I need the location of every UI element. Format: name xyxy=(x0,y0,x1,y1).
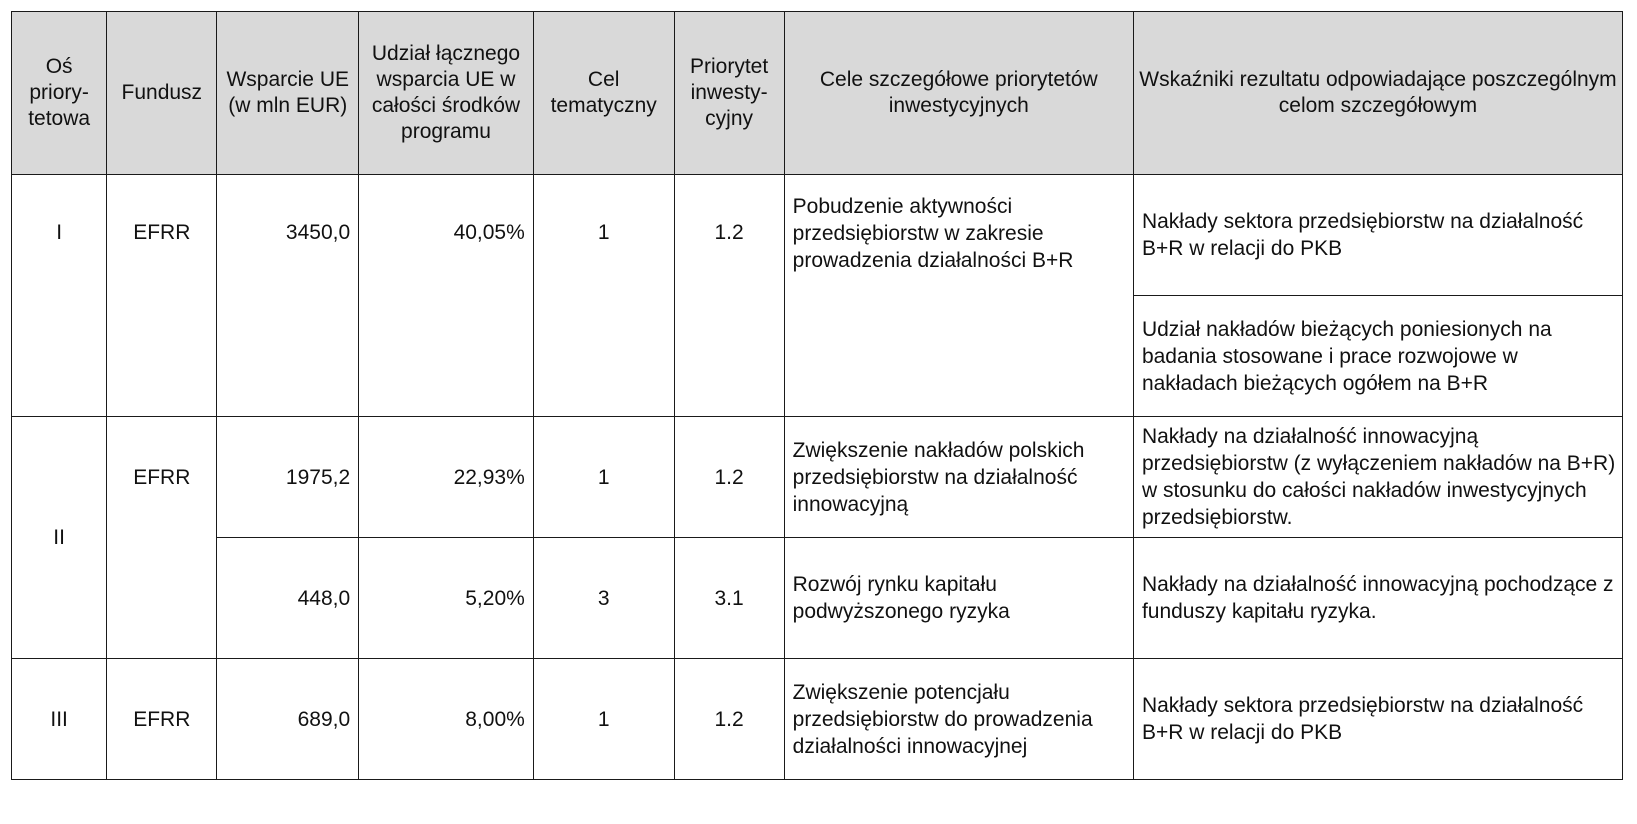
share-cell: 5,20% xyxy=(358,537,534,659)
header-axis: Oś priory-tetowa xyxy=(10,11,108,175)
table-row: II EFRR 1975,2 22,93% 1 1.2 Zwiększenie … xyxy=(10,416,1624,659)
indicator-cell: Nakłady sektora przedsiębiorstw na dział… xyxy=(1132,658,1624,780)
header-investment-priority: Priorytet inwesty-cyjny xyxy=(673,11,785,175)
support-cell: 448,0 xyxy=(216,537,360,659)
priority-axes-table: Oś priory-tetowa Fundusz Wsparcie UE (w … xyxy=(10,11,1624,780)
header-result-indicators: Wskaźniki rezultatu odpowiadające poszcz… xyxy=(1132,11,1624,175)
fund-cell: EFRR xyxy=(106,416,218,538)
indicator-cell: Nakłady na działalność innowacyjną przed… xyxy=(1132,416,1624,538)
axis-cell: II xyxy=(10,416,108,659)
objective-cell: Rozwój rynku kapitału podwyższonego ryzy… xyxy=(783,537,1134,659)
fund-cell: EFRR xyxy=(106,658,218,780)
support-cell: 689,0 xyxy=(216,658,360,780)
table-header-row: Oś priory-tetowa Fundusz Wsparcie UE (w … xyxy=(10,11,1624,175)
header-specific-objectives: Cele szczegółowe priorytetów inwestycyjn… xyxy=(783,11,1134,175)
table-row: 448,0 5,20% 3 3.1 Rozwój rynku kapitału … xyxy=(12,537,1624,659)
header-support: Wsparcie UE (w mln EUR) xyxy=(216,11,360,175)
thematic-goal-cell: 1 xyxy=(532,174,675,417)
share-cell: 40,05% xyxy=(358,174,534,417)
header-fund: Fundusz xyxy=(106,11,218,175)
share-cell: 8,00% xyxy=(358,658,534,780)
investment-priority-cell: 1.2 xyxy=(673,416,785,538)
axis-cell: III xyxy=(10,658,108,780)
investment-priority-cell: 1.2 xyxy=(673,658,785,780)
fund-cell: EFRR xyxy=(106,174,218,417)
header-thematic-goal: Cel tematyczny xyxy=(532,11,675,175)
table-row: Udział nakładów bieżących poniesionych n… xyxy=(12,295,1624,417)
axis-cell: I xyxy=(10,174,108,417)
priority-axes-table-container: Oś priory-tetowa Fundusz Wsparcie UE (w … xyxy=(10,11,1624,780)
header-share: Udział łącznego wsparcia UE w całości śr… xyxy=(358,11,534,175)
investment-priority-cell: 1.2 xyxy=(673,174,785,417)
indicator-cell: Nakłady sektora przedsiębiorstw na dział… xyxy=(1132,174,1624,296)
table-row: III EFRR 689,0 8,00% 1 1.2 Zwiększenie p… xyxy=(10,658,1624,780)
indicator-cell: Udział nakładów bieżących poniesionych n… xyxy=(1132,295,1624,417)
thematic-goal-cell: 1 xyxy=(532,658,675,780)
indicator-cell: Nakłady na działalność innowacyjną pocho… xyxy=(1132,537,1624,659)
thematic-goal-cell: 3 xyxy=(532,537,675,659)
table-row: I EFRR 3450,0 40,05% 1 1.2 Pobudzenie ak… xyxy=(10,174,1624,417)
support-cell: 1975,2 xyxy=(216,416,360,538)
objective-cell: Pobudzenie aktywności przedsiębiorstw w … xyxy=(783,174,1134,417)
fund-cell-empty xyxy=(106,537,218,659)
support-cell: 3450,0 xyxy=(216,174,360,417)
objective-cell: Zwiększenie nakładów polskich przedsiębi… xyxy=(783,416,1134,538)
investment-priority-cell: 3.1 xyxy=(673,537,785,659)
share-cell: 22,93% xyxy=(358,416,534,538)
thematic-goal-cell: 1 xyxy=(532,416,675,538)
objective-cell: Zwiększenie potencjału przedsiębiorstw d… xyxy=(783,658,1134,780)
